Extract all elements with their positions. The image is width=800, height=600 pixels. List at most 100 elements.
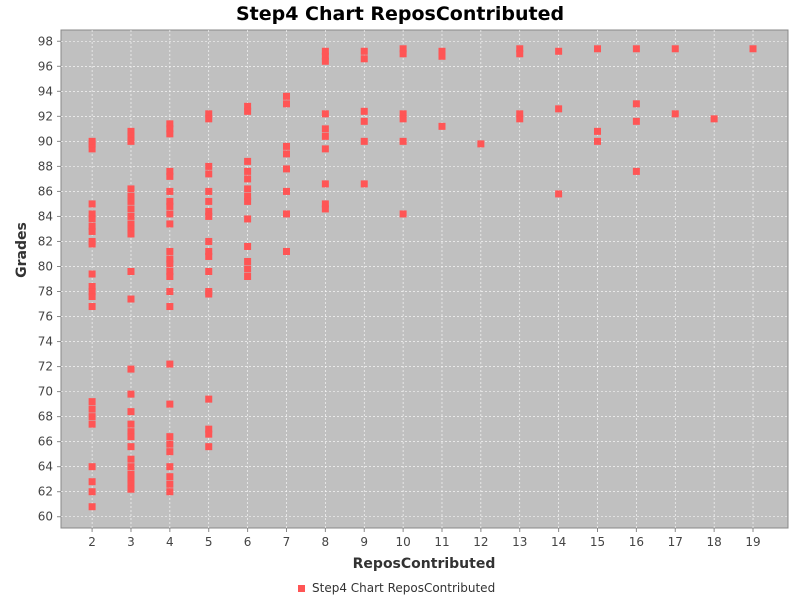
data-point bbox=[166, 303, 174, 311]
data-point bbox=[88, 488, 96, 496]
data-point bbox=[438, 47, 446, 55]
data-point bbox=[205, 443, 213, 451]
y-tick-label: 92 bbox=[38, 109, 53, 123]
data-point bbox=[360, 107, 368, 115]
data-point bbox=[321, 57, 329, 65]
data-point bbox=[166, 267, 174, 275]
data-point bbox=[399, 110, 407, 118]
data-point bbox=[321, 125, 329, 133]
data-point bbox=[244, 192, 252, 200]
data-point bbox=[282, 187, 290, 195]
data-point bbox=[166, 210, 174, 218]
data-point bbox=[282, 150, 290, 158]
data-point bbox=[321, 110, 329, 118]
x-axis-label: ReposContributed bbox=[353, 556, 496, 572]
legend-label: Step4 Chart ReposContributed bbox=[312, 581, 495, 595]
x-axis-ticks: 2 3 4 5 6 7 8 9 10 11 12 13 14 15 16 17 18 19 bbox=[88, 528, 761, 549]
data-point bbox=[244, 185, 252, 193]
data-point bbox=[205, 197, 213, 205]
data-point bbox=[205, 207, 213, 215]
data-point bbox=[632, 117, 640, 125]
data-point bbox=[127, 443, 135, 451]
data-point bbox=[399, 115, 407, 123]
x-tick-label: 19 bbox=[745, 535, 760, 549]
data-point bbox=[88, 227, 96, 235]
data-point bbox=[88, 145, 96, 153]
data-point bbox=[205, 290, 213, 298]
data-point bbox=[360, 55, 368, 63]
data-point bbox=[127, 433, 135, 441]
data-point bbox=[166, 272, 174, 280]
data-point bbox=[88, 288, 96, 296]
data-point bbox=[321, 47, 329, 55]
x-tick-label: 18 bbox=[706, 535, 721, 549]
data-point bbox=[321, 205, 329, 213]
data-point bbox=[88, 413, 96, 421]
data-point bbox=[360, 47, 368, 55]
data-point bbox=[88, 478, 96, 486]
data-point bbox=[166, 187, 174, 195]
data-point bbox=[88, 503, 96, 511]
data-point bbox=[166, 130, 174, 138]
data-point bbox=[166, 448, 174, 456]
gridlines bbox=[61, 30, 788, 528]
data-point bbox=[88, 200, 96, 208]
data-point bbox=[88, 215, 96, 223]
y-tick-label: 72 bbox=[38, 360, 53, 374]
data-point bbox=[88, 283, 96, 291]
data-point bbox=[205, 425, 213, 433]
x-tick-label: 11 bbox=[434, 535, 449, 549]
data-point bbox=[88, 210, 96, 218]
data-point bbox=[632, 45, 640, 53]
data-point bbox=[282, 247, 290, 255]
y-axis-label: Grades bbox=[14, 222, 30, 278]
data-point bbox=[166, 247, 174, 255]
x-tick-label: 4 bbox=[166, 535, 174, 549]
data-point bbox=[166, 167, 174, 175]
x-tick-label: 7 bbox=[283, 535, 291, 549]
data-point bbox=[321, 52, 329, 60]
y-tick-label: 86 bbox=[38, 184, 53, 198]
data-point bbox=[244, 215, 252, 223]
x-tick-label: 16 bbox=[629, 535, 644, 549]
data-point bbox=[244, 197, 252, 205]
data-point bbox=[244, 257, 252, 265]
data-point bbox=[244, 272, 252, 280]
data-point bbox=[166, 220, 174, 228]
data-point bbox=[632, 167, 640, 175]
data-point bbox=[127, 480, 135, 488]
data-point bbox=[282, 100, 290, 108]
data-point bbox=[127, 127, 135, 135]
data-point bbox=[88, 420, 96, 428]
data-point bbox=[321, 180, 329, 188]
data-point bbox=[438, 122, 446, 130]
plot-area bbox=[60, 29, 789, 529]
data-point bbox=[166, 488, 174, 496]
data-point bbox=[127, 132, 135, 140]
data-point bbox=[399, 210, 407, 218]
data-point bbox=[127, 485, 135, 493]
data-point bbox=[166, 197, 174, 205]
data-point bbox=[516, 50, 524, 58]
data-point bbox=[127, 470, 135, 478]
x-tick-label: 2 bbox=[88, 535, 96, 549]
data-point bbox=[127, 137, 135, 145]
data-point bbox=[671, 45, 679, 53]
x-tick-label: 14 bbox=[551, 535, 566, 549]
data-point bbox=[127, 408, 135, 416]
data-point bbox=[244, 102, 252, 110]
data-point bbox=[166, 433, 174, 441]
data-point bbox=[205, 237, 213, 245]
data-point bbox=[205, 430, 213, 438]
y-tick-label: 60 bbox=[38, 510, 53, 524]
data-point bbox=[360, 180, 368, 188]
data-point bbox=[477, 140, 485, 148]
data-point bbox=[205, 212, 213, 220]
data-point bbox=[166, 463, 174, 471]
data-point bbox=[127, 220, 135, 228]
data-point bbox=[594, 137, 602, 145]
data-point bbox=[749, 45, 757, 53]
y-tick-label: 68 bbox=[38, 410, 53, 424]
chart-title: Step4 Chart ReposContributed bbox=[236, 3, 564, 25]
